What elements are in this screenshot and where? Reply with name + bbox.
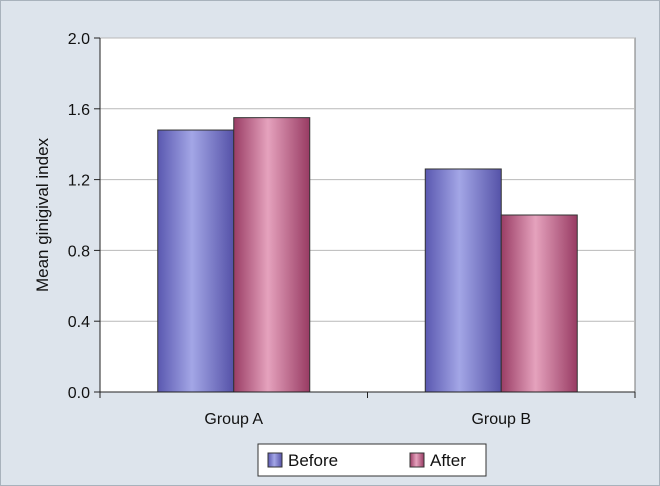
x-tick-label: Group B	[471, 411, 531, 428]
bar-before-group-a	[157, 129, 235, 393]
x-tick-labels: Group A Group B	[204, 411, 531, 428]
legend: Before After	[257, 443, 487, 477]
legend-swatch-after	[409, 452, 425, 468]
y-tick-label: 0.8	[68, 243, 90, 260]
legend-label-after: After	[430, 451, 466, 470]
bar-after-group-a	[233, 117, 311, 393]
y-axis-label: Mean ginigival index	[33, 137, 52, 292]
y-tick-label: 0.0	[68, 385, 90, 402]
legend-box	[257, 443, 487, 477]
bars	[157, 117, 578, 393]
legend-swatch-before	[267, 452, 283, 468]
y-tick-label: 0.4	[68, 314, 90, 331]
y-tick-label: 1.6	[68, 102, 90, 119]
bar-after-group-b	[500, 214, 578, 393]
legend-label-before: Before	[288, 451, 338, 470]
y-tick-labels: 0.0 0.4 0.8 1.2 1.6 2.0	[68, 31, 90, 402]
y-tick-label: 2.0	[68, 31, 90, 48]
y-tick-label: 1.2	[68, 173, 90, 190]
bar-before-group-b	[424, 168, 502, 393]
axes	[94, 37, 636, 398]
x-tick-label: Group A	[204, 411, 263, 428]
